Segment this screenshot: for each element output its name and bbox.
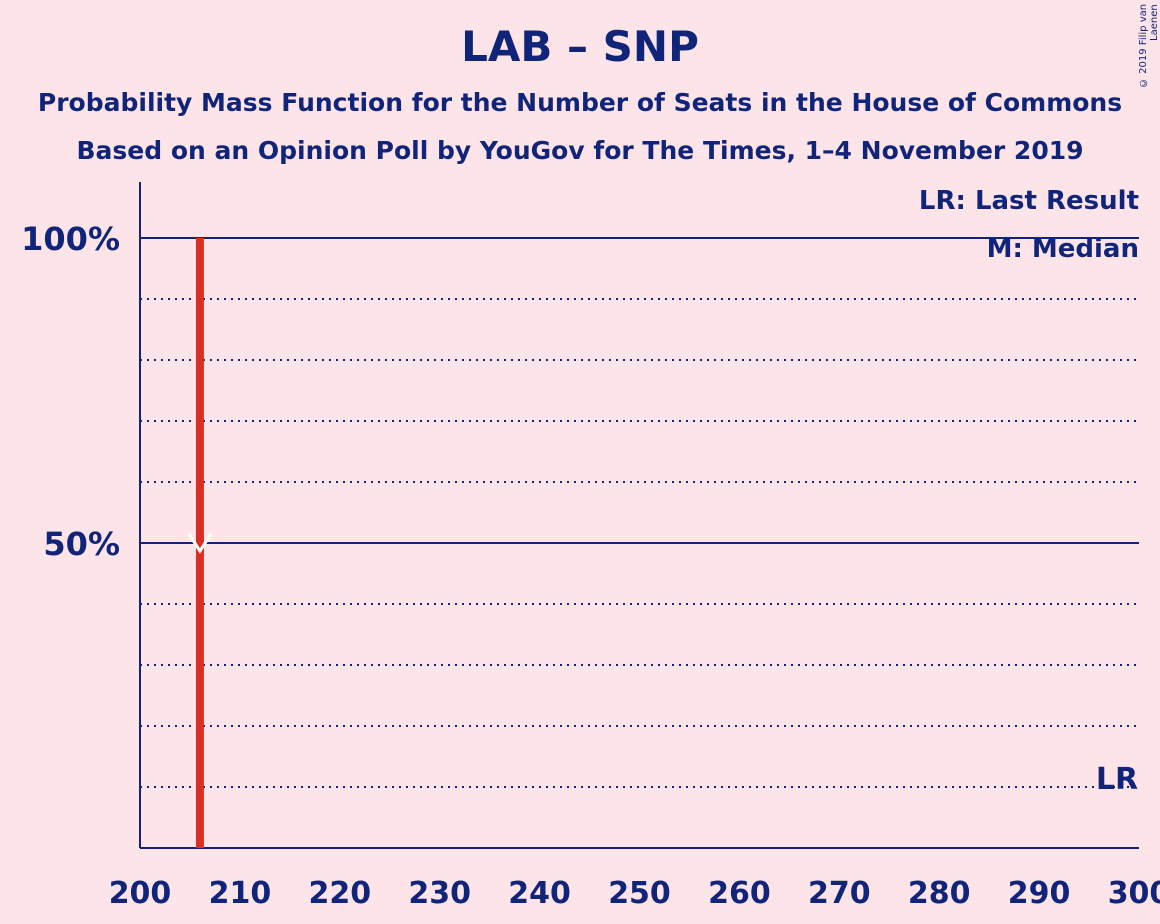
x-tick-250: 250 bbox=[608, 876, 671, 911]
last-result-label: LR bbox=[1096, 762, 1138, 797]
x-tick-240: 240 bbox=[508, 876, 571, 911]
axes bbox=[139, 182, 1139, 849]
bar-206 bbox=[195, 238, 204, 848]
x-tick-220: 220 bbox=[308, 876, 371, 911]
x-tick-200: 200 bbox=[109, 876, 172, 911]
chart-title: LAB – SNP bbox=[461, 22, 699, 71]
gridlines bbox=[140, 237, 1139, 788]
y-tick-50%: 50% bbox=[43, 525, 120, 563]
x-tick-210: 210 bbox=[209, 876, 272, 911]
legend-median: M: Median bbox=[987, 234, 1139, 264]
x-tick-290: 290 bbox=[1008, 876, 1071, 911]
x-tick-300: 300 bbox=[1108, 876, 1160, 911]
x-tick-260: 260 bbox=[708, 876, 771, 911]
x-tick-280: 280 bbox=[908, 876, 971, 911]
y-tick-100%: 100% bbox=[21, 220, 120, 258]
x-tick-230: 230 bbox=[408, 876, 471, 911]
tick-labels: 200 210 220 230 240 250 260 270 280 290 300 50% 100%… bbox=[21, 220, 1160, 911]
chart-subtitle-2: Based on an Opinion Poll by YouGov for T… bbox=[76, 136, 1084, 165]
chart-subtitle: Probability Mass Function for the Number… bbox=[37, 88, 1123, 117]
bars bbox=[187, 238, 213, 848]
legend-last-result: LR: Last Result bbox=[919, 186, 1139, 216]
median-marker bbox=[187, 533, 213, 554]
x-tick-270: 270 bbox=[808, 876, 871, 911]
